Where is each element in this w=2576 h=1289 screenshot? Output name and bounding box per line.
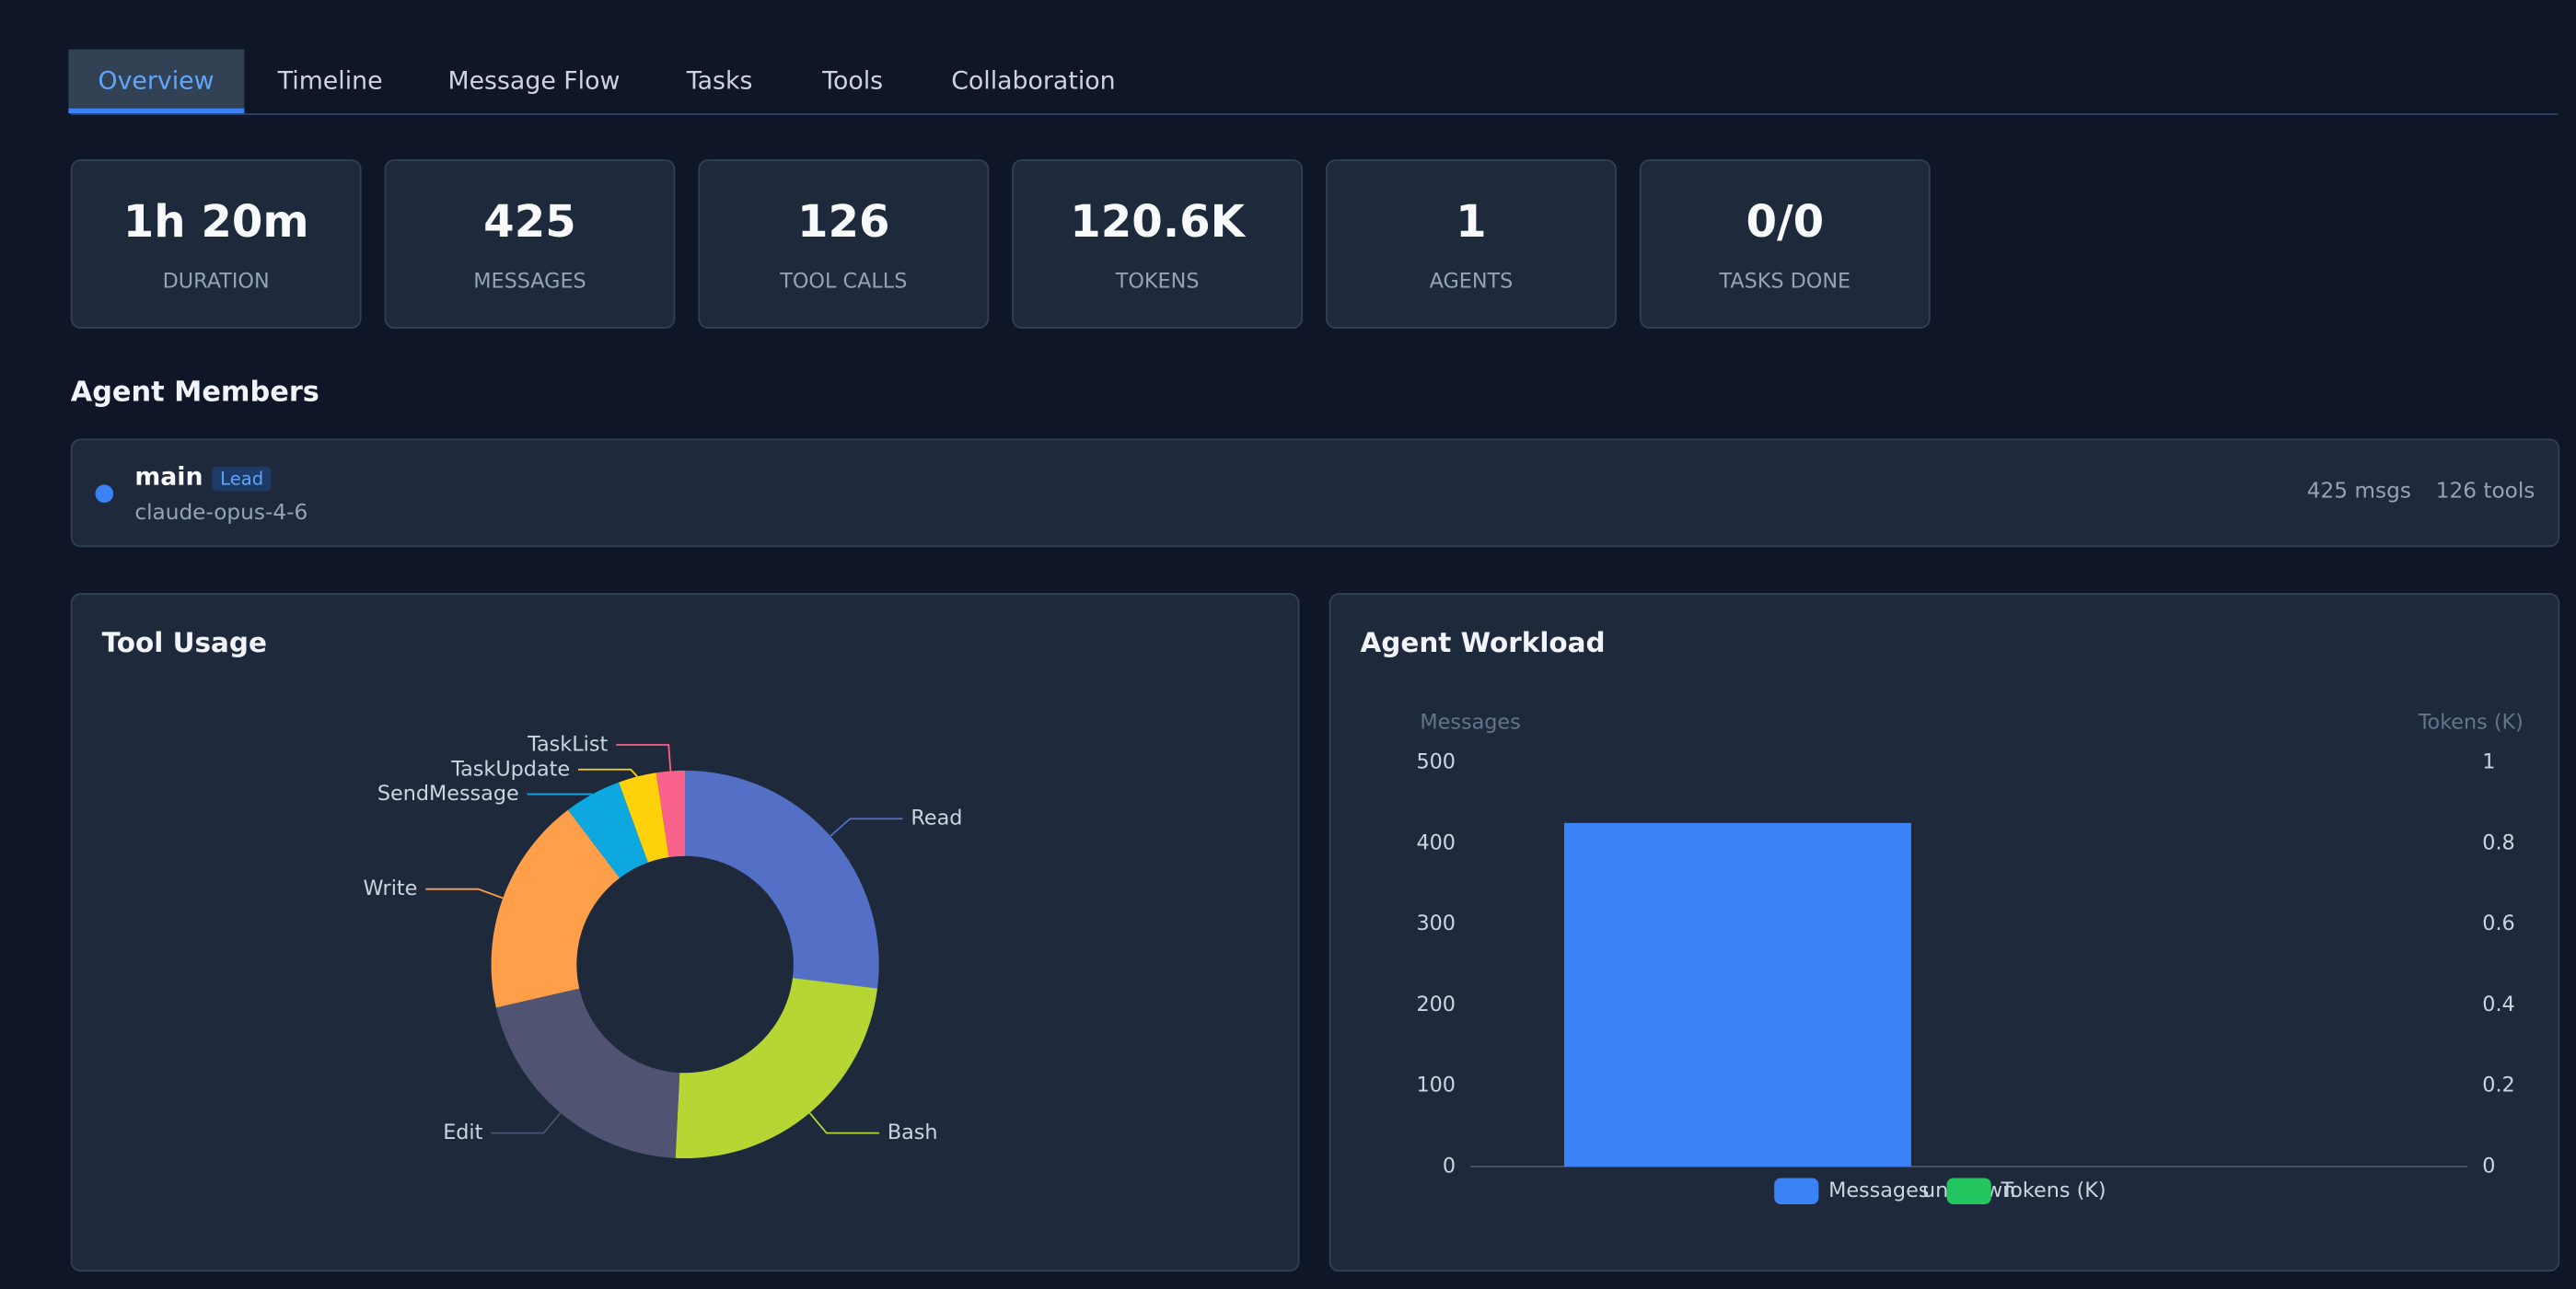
y-tick-label: 400 — [1416, 830, 1456, 854]
member-card: main Lead claude-opus-4-6 425 msgs 126 t… — [70, 438, 2560, 548]
pie-slice — [567, 782, 648, 878]
label-line — [808, 1112, 879, 1134]
slice-label: Bash — [888, 1121, 938, 1144]
stat-label: TOOL CALLS — [780, 267, 908, 293]
slice-label: Read — [911, 807, 962, 830]
tab[interactable]: Timeline — [277, 65, 383, 96]
pie-slice — [619, 772, 669, 863]
stat-card: 120.6K TOKENS — [1012, 159, 1304, 329]
legend-swatch — [1774, 1178, 1819, 1204]
slice-label: Edit — [443, 1121, 482, 1144]
y2-tick-label: 0 — [2482, 1154, 2495, 1178]
slice-label: SendMessage — [377, 782, 519, 806]
stat-value: 1 — [1456, 197, 1487, 249]
y2-tick-label: 0.4 — [2482, 993, 2514, 1016]
stat-card: 1h 20m DURATION — [70, 159, 362, 329]
member-tools: 126 tools — [2435, 480, 2535, 505]
y-tick-label: 100 — [1416, 1074, 1456, 1097]
agent-workload-panel — [1329, 593, 2560, 1272]
slice-label: Write — [364, 877, 418, 900]
pie-slice — [675, 978, 878, 1159]
y-tick-label: 0 — [1443, 1154, 1456, 1178]
y-tick-label: 300 — [1416, 912, 1456, 935]
status-dot — [95, 484, 114, 504]
member-model: claude-opus-4-6 — [134, 501, 308, 527]
stat-label: DURATION — [162, 267, 270, 293]
tab[interactable]: Overview — [68, 49, 244, 114]
y2-tick-label: 0.6 — [2482, 912, 2514, 935]
slice-label: TaskUpdate — [450, 757, 570, 781]
tab[interactable]: Collaboration — [951, 65, 1116, 96]
stat-value: 1h 20m — [122, 197, 309, 249]
label-line — [491, 1112, 562, 1134]
member-name: main — [134, 461, 203, 492]
slice-label: TaskList — [527, 733, 608, 757]
stat-label: TASKS DONE — [1719, 267, 1851, 293]
bar — [1563, 822, 1911, 1167]
label-line — [578, 768, 638, 778]
pie-slice — [491, 809, 620, 1008]
stat-label: AGENTS — [1429, 267, 1514, 293]
stat-value: 120.6K — [1070, 197, 1245, 249]
stat-card: 126 TOOL CALLS — [698, 159, 990, 329]
tool-usage-panel — [70, 593, 1300, 1272]
member-stats: 425 msgs 126 tools — [2307, 480, 2535, 505]
panel-title: Agent Workload — [1361, 627, 1606, 658]
stat-label: TOKENS — [1115, 267, 1200, 293]
label-line — [425, 888, 504, 900]
tab[interactable]: Message Flow — [447, 65, 621, 96]
stat-card: 0/0 TASKS DONE — [1639, 159, 1931, 329]
legend-label: Messages — [1828, 1179, 1929, 1202]
y-tick-label: 200 — [1416, 993, 1456, 1016]
label-line — [616, 744, 672, 772]
pie-slice — [685, 770, 879, 989]
tab[interactable]: Tasks — [686, 65, 753, 96]
pie-slice — [495, 988, 680, 1158]
member-badge: Lead — [212, 466, 273, 492]
stat-value: 425 — [483, 197, 576, 249]
y2-axis-title: Tokens (K) — [2418, 711, 2524, 735]
pie-slice — [656, 770, 686, 858]
stat-label: MESSAGES — [473, 267, 586, 293]
stat-card: 1 AGENTS — [1326, 159, 1617, 329]
legend-label: Tokens (K) — [2000, 1179, 2106, 1202]
panel-title: Tool Usage — [102, 627, 267, 658]
section-title: Agent Members — [70, 376, 319, 410]
y2-tick-label: 1 — [2482, 749, 2495, 773]
y-axis-title: Messages — [1420, 711, 1520, 735]
tab-divider — [70, 113, 2559, 115]
y-tick-label: 500 — [1416, 749, 1456, 773]
label-line — [830, 818, 903, 837]
member-messages: 425 msgs — [2306, 480, 2411, 505]
y2-tick-label: 0.8 — [2482, 830, 2514, 854]
stat-card: 425 MESSAGES — [384, 159, 676, 329]
stat-value: 126 — [797, 197, 890, 249]
stat-value: 0/0 — [1746, 197, 1825, 249]
tab[interactable]: Tools — [822, 65, 884, 96]
legend-swatch — [1946, 1178, 1991, 1204]
y2-tick-label: 0.2 — [2482, 1074, 2514, 1097]
